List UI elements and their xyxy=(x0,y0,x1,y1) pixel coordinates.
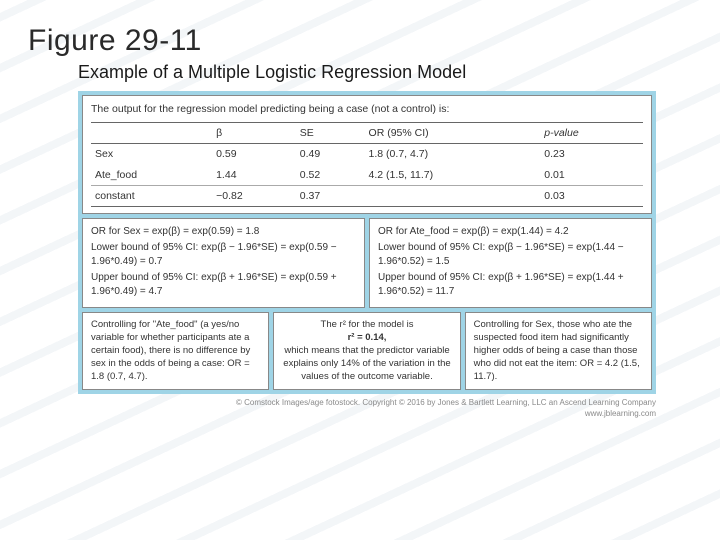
ci-line: Upper bound of 95% CI: exp(β + 1.96*SE) … xyxy=(378,271,643,298)
ci-row: OR for Sex = exp(β) = exp(0.59) = 1.8 Lo… xyxy=(82,218,652,309)
cell-or: 4.2 (1.5, 11.7) xyxy=(365,165,541,186)
cell-p: 0.23 xyxy=(540,144,643,165)
figure-title: Figure 29-11 xyxy=(28,24,692,58)
col-blank xyxy=(91,123,212,144)
figure-subtitle: Example of a Multiple Logistic Regressio… xyxy=(78,62,692,83)
table-row: Ate_food 1.44 0.52 4.2 (1.5, 11.7) 0.01 xyxy=(91,165,643,186)
credit-block: © Comstock Images/age fotostock. Copyrig… xyxy=(78,398,656,419)
col-beta: β xyxy=(212,123,296,144)
cell-p: 0.01 xyxy=(540,165,643,186)
col-se: SE xyxy=(296,123,365,144)
credit-line: www.jblearning.com xyxy=(78,409,656,419)
cell-beta: 1.44 xyxy=(212,165,296,186)
ci-line: Lower bound of 95% CI: exp(β − 1.96*SE) … xyxy=(91,241,356,268)
cell-p: 0.03 xyxy=(540,185,643,206)
note-right: Controlling for Sex, those who ate the s… xyxy=(465,312,652,390)
notes-row: Controlling for "Ate_food" (a yes/no var… xyxy=(82,312,652,390)
table-row: constant −0.82 0.37 0.03 xyxy=(91,185,643,206)
col-or: OR (95% CI) xyxy=(365,123,541,144)
credit-line: © Comstock Images/age fotostock. Copyrig… xyxy=(78,398,656,408)
ci-atefood-box: OR for Ate_food = exp(β) = exp(1.44) = 4… xyxy=(369,218,652,309)
cell-beta: 0.59 xyxy=(212,144,296,165)
ci-line: Upper bound of 95% CI: exp(β + 1.96*SE) … xyxy=(91,271,356,298)
note-left: Controlling for "Ate_food" (a yes/no var… xyxy=(82,312,269,390)
ci-sex-box: OR for Sex = exp(β) = exp(0.59) = 1.8 Lo… xyxy=(82,218,365,309)
cell-label: constant xyxy=(91,185,212,206)
regression-table-box: The output for the regression model pred… xyxy=(82,95,652,214)
table-lead: The output for the regression model pred… xyxy=(91,102,643,116)
cell-se: 0.49 xyxy=(296,144,365,165)
cell-or: 1.8 (0.7, 4.7) xyxy=(365,144,541,165)
ci-line: OR for Sex = exp(β) = exp(0.59) = 1.8 xyxy=(91,225,356,239)
cell-beta: −0.82 xyxy=(212,185,296,206)
figure-panel: The output for the regression model pred… xyxy=(78,91,656,394)
regression-table: β SE OR (95% CI) p-value Sex 0.59 0.49 1… xyxy=(91,122,643,207)
cell-or xyxy=(365,185,541,206)
note-mid-line: which means that the predictor variable … xyxy=(282,345,451,383)
note-mid: The r² for the model is r² = 0.14, which… xyxy=(273,312,460,390)
col-pvalue: p-value xyxy=(540,123,643,144)
table-header-row: β SE OR (95% CI) p-value xyxy=(91,123,643,144)
cell-se: 0.37 xyxy=(296,185,365,206)
note-mid-line: The r² for the model is xyxy=(282,319,451,332)
ci-line: Lower bound of 95% CI: exp(β − 1.96*SE) … xyxy=(378,241,643,268)
cell-label: Sex xyxy=(91,144,212,165)
cell-se: 0.52 xyxy=(296,165,365,186)
slide-content: Figure 29-11 Example of a Multiple Logis… xyxy=(0,0,720,419)
note-mid-line: r² = 0.14, xyxy=(282,332,451,345)
table-row: Sex 0.59 0.49 1.8 (0.7, 4.7) 0.23 xyxy=(91,144,643,165)
cell-label: Ate_food xyxy=(91,165,212,186)
ci-line: OR for Ate_food = exp(β) = exp(1.44) = 4… xyxy=(378,225,643,239)
